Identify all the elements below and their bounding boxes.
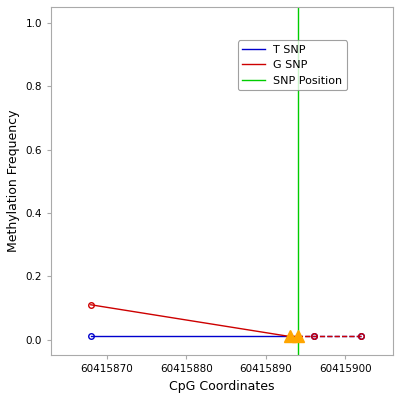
Legend: T SNP, G SNP, SNP Position: T SNP, G SNP, SNP Position — [238, 40, 347, 90]
Y-axis label: Methylation Frequency: Methylation Frequency — [7, 110, 20, 252]
X-axis label: CpG Coordinates: CpG Coordinates — [169, 380, 275, 393]
